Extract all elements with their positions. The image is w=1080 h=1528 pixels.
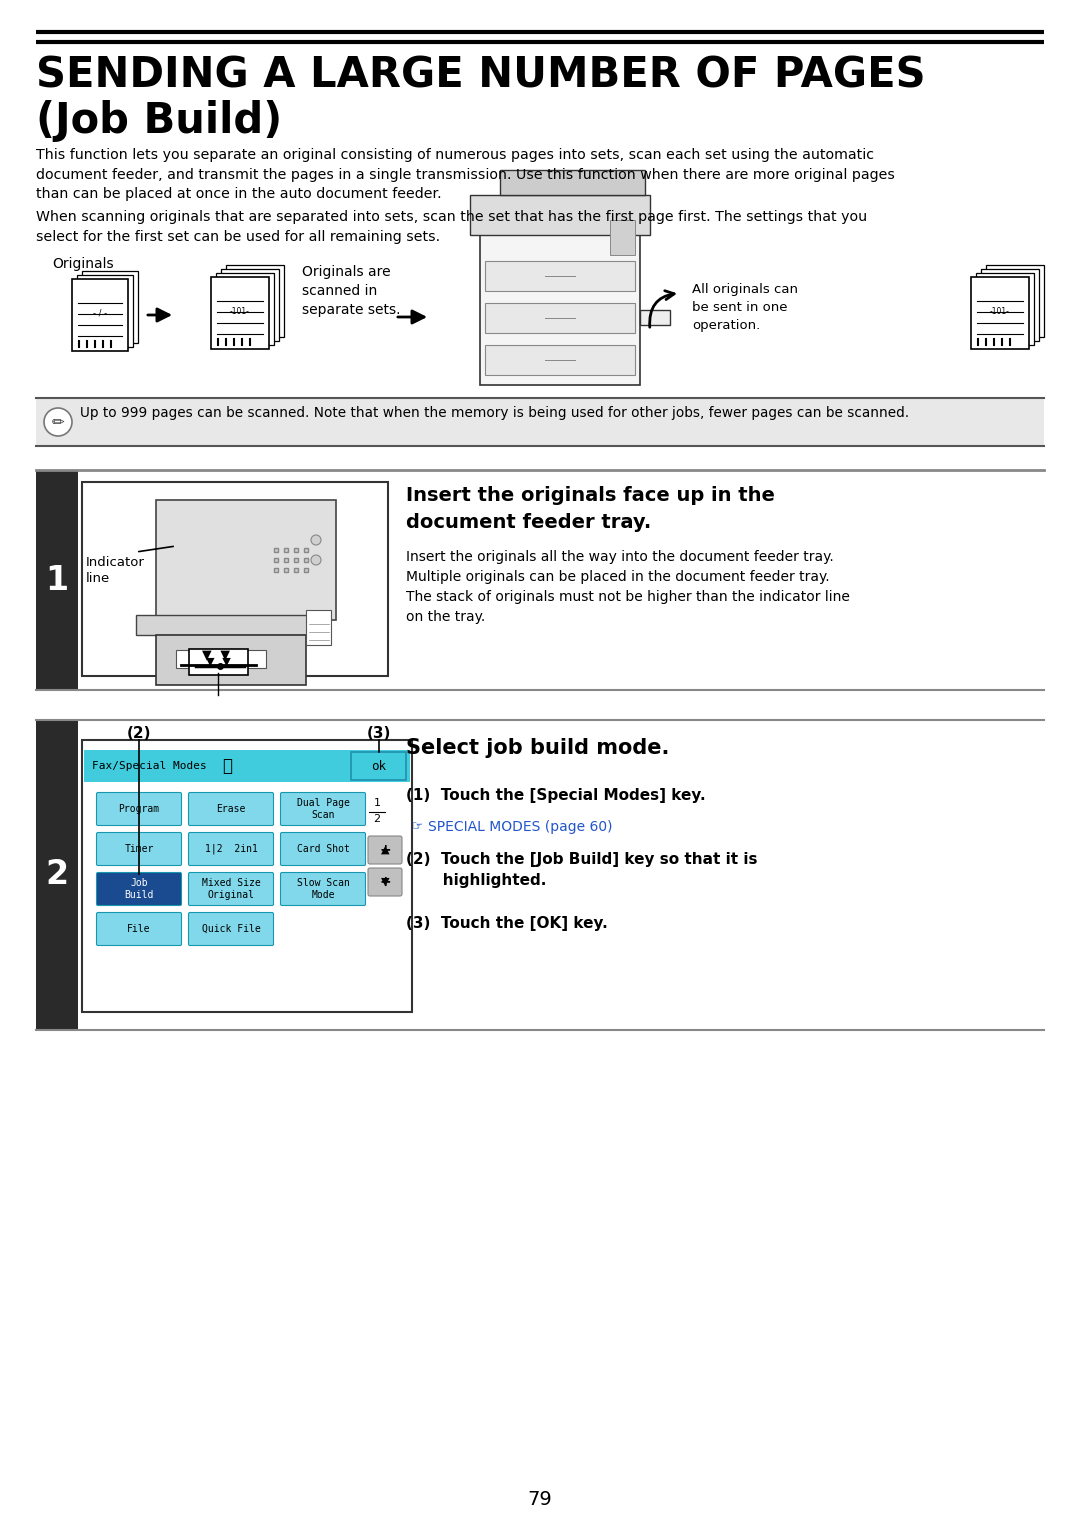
FancyBboxPatch shape [189,793,273,825]
Text: Select job build mode.: Select job build mode. [406,738,670,758]
FancyBboxPatch shape [281,793,365,825]
Bar [176,649,266,668]
FancyBboxPatch shape [368,868,402,895]
Text: ▼: ▼ [381,877,389,886]
Text: ok: ok [372,759,386,773]
Text: +: + [379,876,391,889]
Text: ▼  ▼: ▼ ▼ [202,648,230,662]
Bar [981,269,1039,341]
Bar [470,196,650,235]
Text: ▲: ▲ [381,845,389,856]
Bar [156,636,306,685]
Text: Quick File: Quick File [202,924,260,934]
Bar [156,500,336,620]
Text: Insert the originals face up in the
document feeder tray.: Insert the originals face up in the docu… [406,486,774,532]
Bar [72,280,129,351]
Bar [485,303,635,333]
Text: +: + [379,843,391,857]
FancyBboxPatch shape [189,872,273,906]
Text: 2: 2 [374,814,380,824]
Bar [351,752,406,779]
Text: (2): (2) [126,726,151,741]
Text: ▼  ▼: ▼ ▼ [205,657,230,668]
Bar [306,610,330,645]
Circle shape [311,535,321,545]
Text: ✏: ✏ [52,414,65,429]
Bar [82,270,138,342]
Text: Erase: Erase [216,804,245,814]
Text: (3): (3) [366,726,391,741]
Text: Slow Scan
Mode: Slow Scan Mode [297,879,350,900]
Bar [136,614,326,636]
Text: Up to 999 pages can be scanned. Note that when the memory is being used for othe: Up to 999 pages can be scanned. Note tha… [80,406,909,420]
Text: (2)  Touch the [Job Build] key so that it is
       highlighted.: (2) Touch the [Job Build] key so that it… [406,853,757,888]
FancyBboxPatch shape [281,833,365,865]
Bar [36,471,78,691]
Text: - / -: - / - [93,309,107,318]
Bar [216,274,274,345]
Text: Dual Page
Scan: Dual Page Scan [297,798,350,821]
Text: Program: Program [119,804,160,814]
Bar [485,261,635,290]
Text: Insert the originals all the way into the document feeder tray.
Multiple origina: Insert the originals all the way into th… [406,550,850,623]
FancyBboxPatch shape [96,833,181,865]
Bar [77,275,133,347]
Text: All originals can
be sent in one
operation.: All originals can be sent in one operati… [692,283,798,332]
Bar [84,750,410,782]
Bar [221,269,279,341]
Text: (Job Build): (Job Build) [36,99,282,142]
Bar [485,345,635,374]
Bar [976,274,1034,345]
FancyBboxPatch shape [96,912,181,946]
Bar [211,277,269,348]
Text: 1: 1 [45,564,68,596]
Bar [986,264,1044,338]
Bar [640,310,670,325]
Text: 1|2  2in1: 1|2 2in1 [204,843,257,854]
Text: 2: 2 [45,859,68,891]
FancyBboxPatch shape [189,833,273,865]
Text: 1: 1 [374,798,380,808]
Text: -101-: -101- [230,307,249,315]
Bar [500,170,645,196]
Text: Mixed Size
Original: Mixed Size Original [202,879,260,900]
Text: (3)  Touch the [OK] key.: (3) Touch the [OK] key. [406,915,608,931]
Text: (1)  Touch the [Special Modes] key.: (1) Touch the [Special Modes] key. [406,788,705,804]
Text: Originals are
scanned in
separate sets.: Originals are scanned in separate sets. [302,264,401,316]
Text: Fax/Special Modes: Fax/Special Modes [92,761,206,772]
FancyBboxPatch shape [281,872,365,906]
Text: Job
Build: Job Build [124,879,153,900]
Text: ☞: ☞ [411,821,428,833]
Bar [36,720,78,1030]
Bar [971,277,1029,348]
FancyBboxPatch shape [189,649,248,675]
FancyBboxPatch shape [189,912,273,946]
Bar [610,220,635,255]
Text: 79: 79 [528,1490,552,1510]
FancyBboxPatch shape [368,836,402,863]
Text: 📠: 📠 [222,756,232,775]
Bar [226,264,284,338]
Circle shape [311,555,321,565]
Text: SPECIAL MODES (page 60): SPECIAL MODES (page 60) [428,821,612,834]
Bar [82,740,411,1012]
Text: File: File [127,924,151,934]
Text: Card Shot: Card Shot [297,843,350,854]
Text: Indicator
line: Indicator line [86,556,145,585]
Text: This function lets you separate an original consisting of numerous pages into se: This function lets you separate an origi… [36,148,895,202]
FancyBboxPatch shape [96,872,181,906]
Circle shape [44,408,72,435]
Text: Timer: Timer [124,843,153,854]
Text: Originals: Originals [52,257,113,270]
Text: -101-: -101- [990,307,1010,315]
Bar [36,397,1044,446]
FancyBboxPatch shape [96,793,181,825]
Bar [480,235,640,385]
Text: SENDING A LARGE NUMBER OF PAGES: SENDING A LARGE NUMBER OF PAGES [36,55,926,96]
Bar [82,481,388,675]
Text: When scanning originals that are separated into sets, scan the set that has the : When scanning originals that are separat… [36,209,867,243]
